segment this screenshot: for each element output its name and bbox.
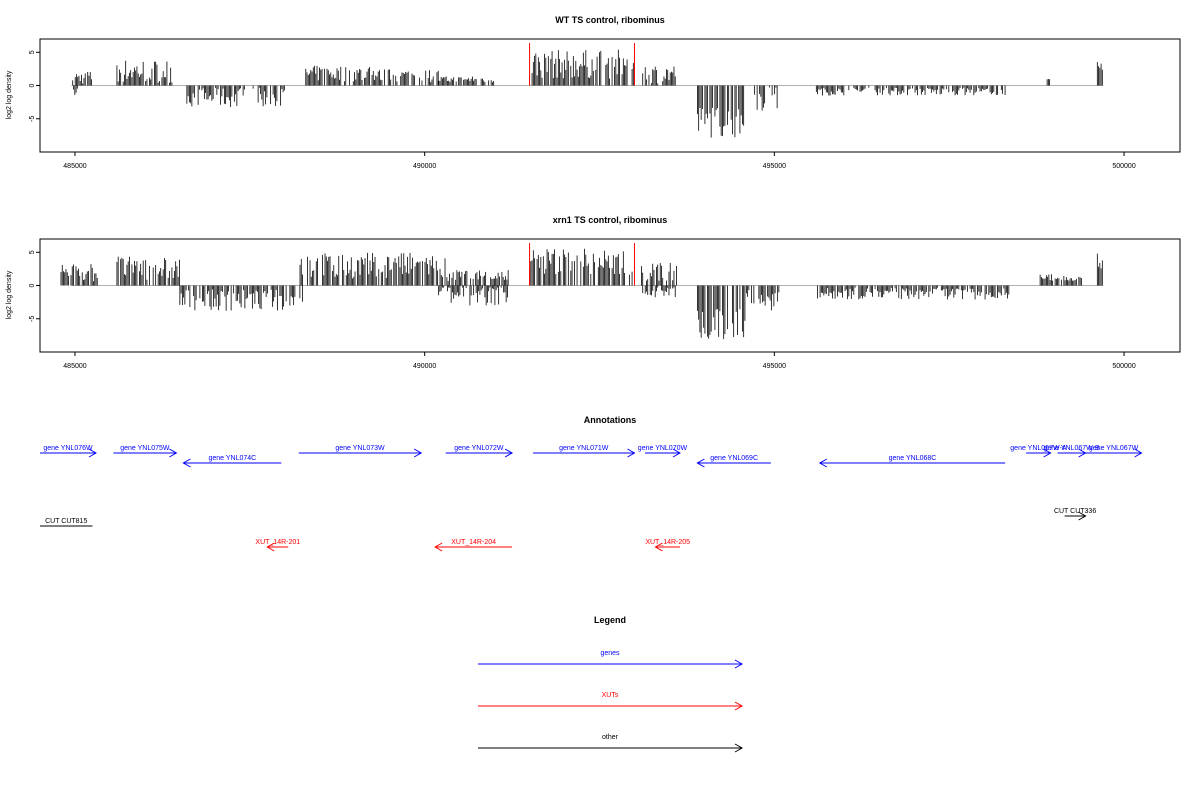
xut-arrowhead (434, 542, 443, 552)
gene-label: gene YNL067W-A (1010, 445, 1066, 452)
annotations-title: Annotations (584, 415, 637, 425)
gene-label: gene YNL067W (1089, 445, 1139, 452)
gene-label: gene YNL068C (889, 455, 937, 462)
gene-label: gene YNL072W (454, 445, 504, 452)
x-tick-label: 500000 (1112, 363, 1135, 370)
xrn1-coverage-bars (60, 248, 1104, 340)
annotation-features: gene YNL076W gene YNL075W gene YNL074C gene… (40, 445, 1143, 552)
xut-label: XUT_14R-201 (255, 539, 300, 546)
legend-arrowhead (734, 659, 744, 669)
wt-coverage-bars (71, 49, 1104, 138)
gene-arrowhead (182, 458, 191, 468)
y-tick-label: 0 (29, 283, 36, 287)
gene-arrowhead (627, 448, 636, 458)
wt-red-markers (529, 43, 635, 86)
xrn1-y-axis-label: log2 log density (6, 270, 13, 319)
x-tick-label: 495000 (763, 363, 786, 370)
gene-label: gene YNL067W-B (1044, 445, 1100, 452)
wt-x-axis: 485000 490000 495000 500000 (63, 152, 1136, 170)
x-tick-label: 485000 (63, 363, 86, 370)
wt-panel-title: WT TS control, ribominus (555, 15, 665, 25)
y-tick-label: -5 (29, 316, 36, 322)
wt-y-axis: -5 0 5 (29, 50, 40, 122)
cut-label: CUT CUT815 (45, 518, 87, 525)
legend-title: Legend (594, 615, 626, 625)
y-tick-label: 0 (29, 83, 36, 87)
gene-arrowhead (818, 458, 828, 468)
xrn1-panel-title: xrn1 TS control, ribominus (553, 215, 668, 225)
legend-arrowhead (734, 743, 744, 753)
wt-coverage-panel: WT TS control, ribominus log2 log densit… (6, 15, 1181, 170)
xut-label: XUT_14R-204 (451, 539, 496, 546)
gene-arrowhead (672, 448, 681, 458)
gene-arrowhead (88, 448, 97, 458)
xut-arrowhead (266, 542, 275, 552)
legend-panel: Legend genes XUTs other (478, 615, 744, 753)
gene-label: gene YNL073W (335, 445, 385, 452)
legend-items: genes XUTs other (478, 650, 744, 753)
y-tick-label: 5 (29, 250, 36, 254)
gene-label: gene YNL075W (120, 445, 170, 452)
gene-arrowhead (1043, 448, 1052, 458)
x-tick-label: 490000 (413, 363, 436, 370)
xrn1-x-axis: 485000 490000 495000 500000 (63, 352, 1136, 370)
xrn1-red-markers (529, 243, 635, 286)
cut-label: CUT CUT336 (1054, 508, 1096, 515)
y-tick-label: -5 (29, 116, 36, 122)
cut-arrowhead (1078, 511, 1087, 521)
gene-arrowhead (413, 448, 423, 458)
gene-label: gene YNL076W (43, 445, 93, 452)
gene-arrowhead (1134, 448, 1143, 458)
xrn1-y-axis: -5 0 5 (29, 250, 40, 322)
legend-arrowhead (734, 701, 744, 711)
y-tick-label: 5 (29, 50, 36, 54)
gene-arrowhead (169, 448, 178, 458)
x-tick-label: 495000 (763, 163, 786, 170)
xut-arrowhead (654, 542, 663, 552)
x-tick-label: 500000 (1112, 163, 1135, 170)
gene-label: gene YNL074C (208, 455, 256, 462)
x-tick-label: 485000 (63, 163, 86, 170)
wt-y-axis-label: log2 log density (6, 70, 13, 119)
wt-plot-frame (39, 38, 1181, 153)
legend-label: genes (600, 650, 620, 657)
gene-label: gene YNL069C (710, 455, 758, 462)
gene-label: gene YNL071W (559, 445, 609, 452)
annotations-panel: Annotations gene YNL076W gene YNL075Wgene… (40, 415, 1143, 552)
gene-label: gene YNL070W (638, 445, 688, 452)
xut-label: XUT_14R-205 (645, 539, 690, 546)
xrn1-coverage-panel: xrn1 TS control, ribominus log2 log dens… (6, 215, 1181, 370)
legend-label: XUTs (602, 692, 619, 699)
gene-arrowhead (696, 458, 705, 468)
x-tick-label: 490000 (413, 163, 436, 170)
legend-label: other (602, 734, 619, 741)
xrn1-plot-frame (39, 238, 1181, 353)
gene-arrowhead (504, 448, 514, 458)
